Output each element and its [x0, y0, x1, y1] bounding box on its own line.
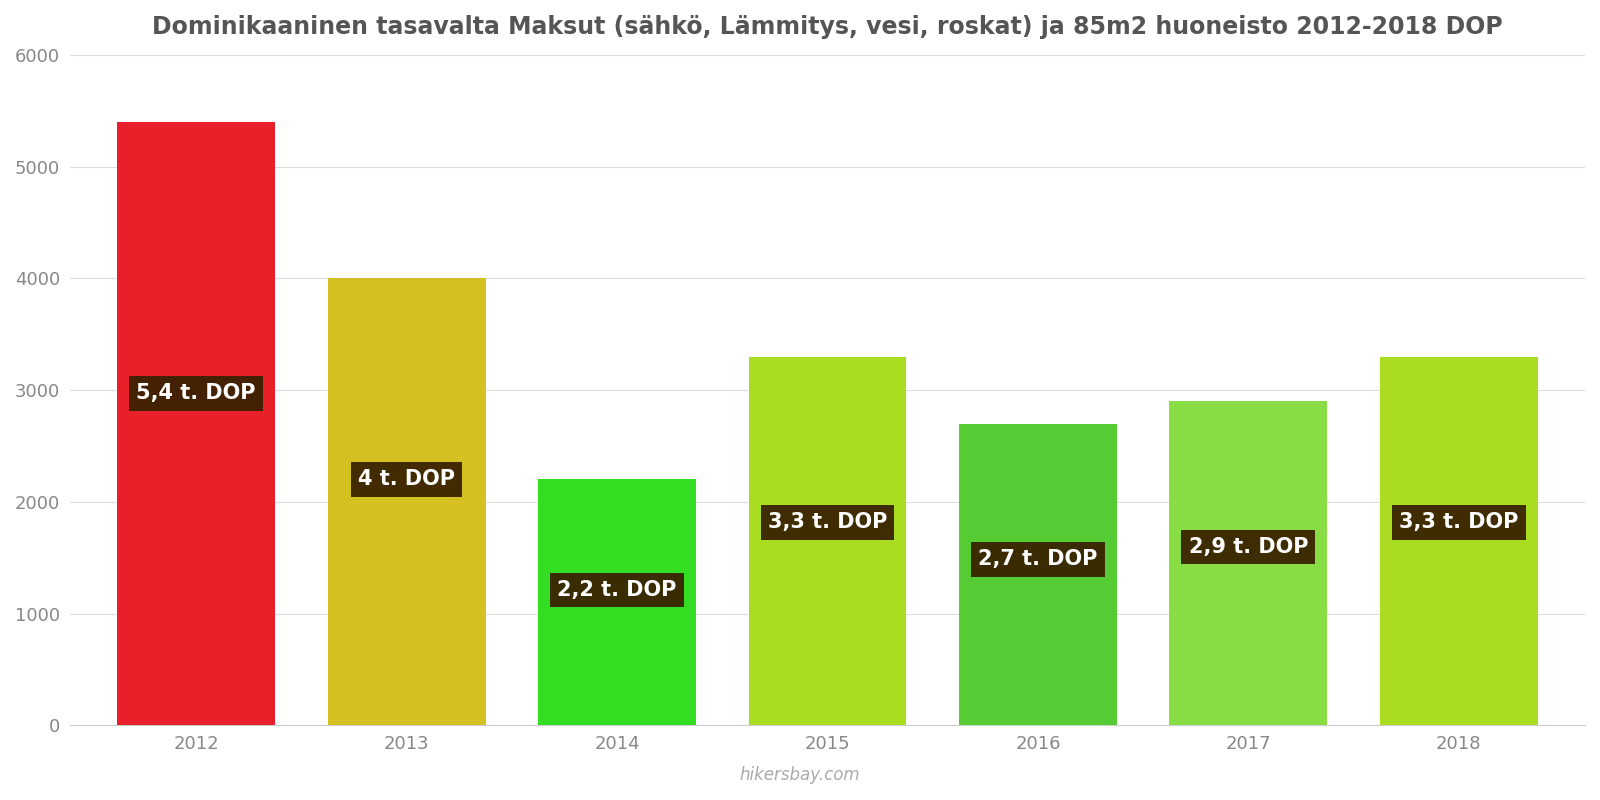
Bar — [1170, 402, 1328, 726]
Bar — [1379, 357, 1538, 726]
Text: 4 t. DOP: 4 t. DOP — [358, 470, 454, 490]
Text: 3,3 t. DOP: 3,3 t. DOP — [768, 513, 886, 533]
Bar — [958, 423, 1117, 726]
Bar — [328, 278, 485, 726]
Text: 3,3 t. DOP: 3,3 t. DOP — [1398, 513, 1518, 533]
Bar — [117, 122, 275, 726]
Bar — [749, 357, 906, 726]
Title: Dominikaaninen tasavalta Maksut (sähkö, Lämmitys, vesi, roskat) ja 85m2 huoneist: Dominikaaninen tasavalta Maksut (sähkö, … — [152, 15, 1502, 39]
Text: 2,7 t. DOP: 2,7 t. DOP — [978, 550, 1098, 570]
Bar — [538, 479, 696, 726]
Text: 5,4 t. DOP: 5,4 t. DOP — [136, 383, 256, 403]
Text: hikersbay.com: hikersbay.com — [739, 766, 861, 784]
Text: 2,2 t. DOP: 2,2 t. DOP — [557, 580, 677, 600]
Text: 2,9 t. DOP: 2,9 t. DOP — [1189, 537, 1309, 557]
